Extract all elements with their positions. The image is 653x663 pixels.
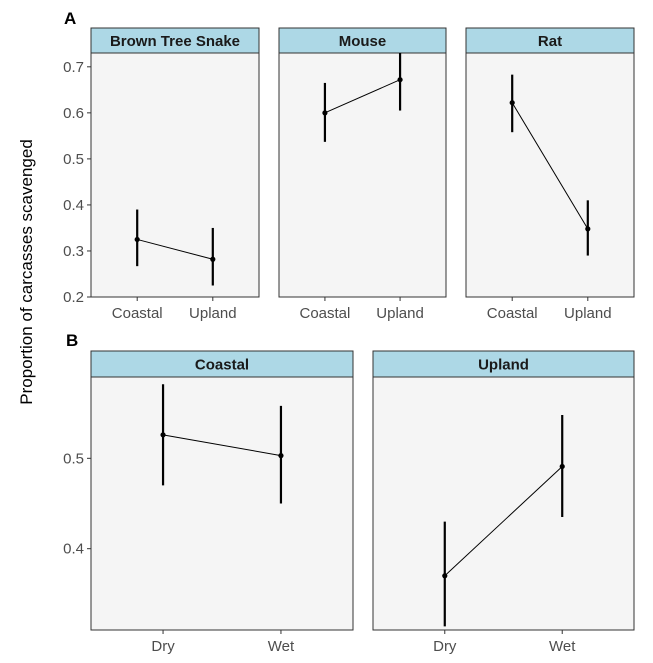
facet-upland: Upland Dry Wet [372,350,635,655]
series-line [324,79,401,114]
data-point [160,432,166,438]
facet-title: Coastal [195,357,249,374]
facet-strip [90,350,354,378]
x-tick-label: Upland [189,305,237,322]
facet-rat: Rat Coastal Upland [465,27,635,322]
data-point [134,236,140,243]
x-tick-label: Coastal [112,305,163,322]
facet-panel [90,52,260,298]
facet-title: Upland [478,357,529,374]
y-tick-label: 0.4 [63,197,84,214]
data-point [210,256,216,262]
facet-strip [372,350,635,378]
y-tick-label: 0.6 [63,105,84,122]
y-tick-label: 0.7 [63,59,84,76]
series-line [162,434,282,457]
y-tick-label: 0.5 [63,450,84,467]
data-point [509,100,515,106]
facet-title: Rat [538,33,562,50]
facet-title: Mouse [339,33,387,50]
facet-coastal: Coastal Dry Wet [90,350,354,655]
x-tick-label: Coastal [299,305,350,322]
data-point [442,573,448,579]
x-tick-label: Upland [564,305,612,322]
data-point [397,77,403,83]
y-tick-label: 0.5 [63,151,84,168]
facet-panel [90,376,354,631]
x-tick-label: Wet [268,638,295,655]
x-tick-label: Wet [549,638,576,655]
data-point [278,453,284,459]
facet-strip [278,27,447,54]
facet-panel [372,376,635,631]
series-line [511,102,589,230]
facet-mouse: Mouse Coastal Upland [278,27,447,322]
facet-panel [278,52,447,298]
data-point [585,226,591,232]
x-tick-label: Coastal [487,305,538,322]
x-tick-label: Upland [376,305,424,322]
series-line [137,238,213,260]
y-axis-label: Proportion of carcasses scavenged [17,139,36,405]
data-point [322,110,328,116]
series-line [444,466,563,577]
y-tick-label: 0.4 [63,541,84,558]
panel-label-a: A [64,9,76,28]
facet-panel [465,52,635,298]
x-tick-label: Dry [151,638,175,655]
facet-title: Brown Tree Snake [110,33,240,50]
panel-label-b: B [66,331,78,350]
data-point [559,463,565,470]
facet-brown-tree-snake: Brown Tree Snake Coastal Upland [90,27,260,322]
x-tick-label: Dry [433,638,457,655]
y-tick-label: 0.3 [63,243,84,260]
y-tick-label: 0.2 [63,289,84,306]
